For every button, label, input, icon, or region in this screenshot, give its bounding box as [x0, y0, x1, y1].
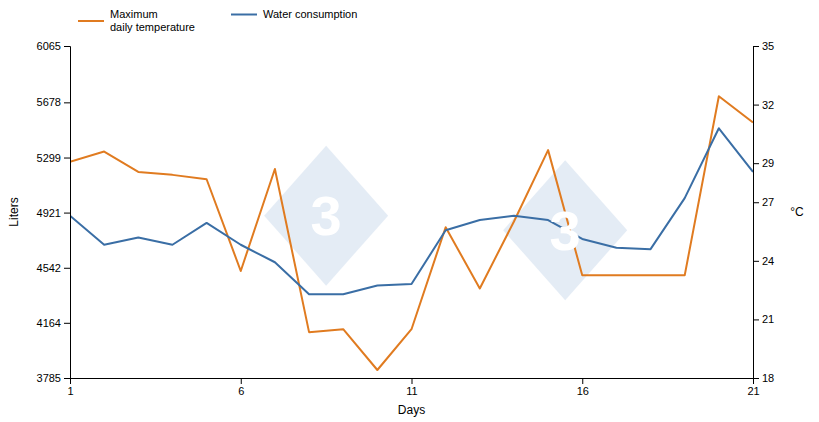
tick-mark — [753, 202, 759, 203]
tick-mark — [241, 378, 242, 384]
tick: 4164 — [37, 317, 70, 329]
tick-label: 29 — [762, 157, 774, 169]
tick-label: 32 — [762, 99, 774, 111]
tick-mark — [64, 213, 70, 214]
tick-mark — [64, 378, 70, 379]
tick: 1 — [67, 378, 73, 397]
tick-label: 3785 — [37, 372, 61, 384]
x-axis: 16111621 — [67, 378, 759, 397]
tick: 6065 — [37, 40, 70, 52]
legend-item: Water consumption — [231, 8, 357, 20]
watermark — [264, 146, 388, 286]
y-axis: 3785 4164 4542 4921 5299 5678 6065 — [37, 40, 71, 384]
watermark — [503, 160, 627, 300]
tick-label: 6065 — [37, 40, 61, 52]
x-axis-title: Days — [398, 403, 425, 417]
tick: 29 — [753, 157, 774, 169]
tick: 3785 — [37, 372, 70, 384]
tick-label: 1 — [67, 385, 73, 397]
tick-label: 21 — [762, 313, 774, 325]
tick-mark — [64, 268, 70, 269]
tick-label: 35 — [762, 40, 774, 52]
tick-label: 21 — [747, 385, 759, 397]
tick-mark — [753, 163, 759, 164]
tick: 5678 — [37, 96, 70, 108]
tick: 24 — [753, 255, 774, 267]
plot: 3316111621378541644542492152995678606518… — [7, 40, 804, 417]
tick-mark — [64, 323, 70, 324]
tick-mark — [753, 378, 759, 379]
legend-swatch — [78, 20, 104, 22]
annotation: 3 — [311, 184, 342, 247]
legend-label: Maximumdaily temperature — [110, 8, 195, 33]
y-axis-title: Liters — [7, 197, 21, 226]
axis-line — [64, 47, 71, 379]
tick-label: 16 — [577, 385, 589, 397]
tick: 21 — [753, 313, 774, 325]
tick-mark — [64, 158, 70, 159]
marks — [70, 96, 753, 370]
chart: 3316111621378541644542492152995678606518… — [0, 0, 819, 422]
tick-label: 4164 — [37, 317, 61, 329]
tick: 4542 — [37, 262, 70, 274]
tick-label: 11 — [406, 385, 417, 397]
tick-label: 4921 — [37, 207, 61, 219]
tick-label: 27 — [762, 196, 774, 208]
tick-label: 6 — [238, 385, 244, 397]
tick-mark — [753, 46, 759, 47]
tick: 32 — [753, 99, 774, 111]
tick-mark — [582, 378, 583, 384]
tick-mark — [64, 46, 70, 47]
axis-line — [754, 47, 760, 379]
tick: 18 — [753, 372, 774, 384]
axis-line — [71, 379, 754, 385]
tick: 11 — [406, 378, 417, 397]
tick-mark — [753, 319, 759, 320]
legend-label: Water consumption — [263, 8, 357, 20]
y2-axis: 18 21 24 27 29 32 35 — [753, 40, 774, 384]
tick: 4921 — [37, 207, 70, 219]
tick-mark — [64, 102, 70, 103]
tick-label: 5299 — [37, 152, 61, 164]
tick-mark — [412, 378, 413, 384]
tick: 35 — [753, 40, 774, 52]
annotation: 3 — [550, 199, 581, 262]
tick-label: 24 — [762, 255, 774, 267]
legend: Maximumdaily temperature Water consumptio… — [78, 8, 357, 33]
tick-label: 5678 — [37, 96, 61, 108]
legend-item: Maximumdaily temperature — [78, 8, 195, 33]
tick-mark — [753, 105, 759, 106]
legend-swatch — [231, 14, 257, 16]
series-line — [70, 128, 753, 294]
tick-label: 4542 — [37, 262, 61, 274]
tick: 5299 — [37, 152, 70, 164]
tick: 16 — [577, 378, 589, 397]
tick: 27 — [753, 196, 774, 208]
y2-axis-title: °C — [790, 205, 804, 219]
tick: 21 — [747, 378, 759, 397]
tick: 6 — [238, 378, 244, 397]
series-line — [70, 96, 753, 370]
tick-mark — [753, 261, 759, 262]
tick-label: 18 — [762, 372, 774, 384]
